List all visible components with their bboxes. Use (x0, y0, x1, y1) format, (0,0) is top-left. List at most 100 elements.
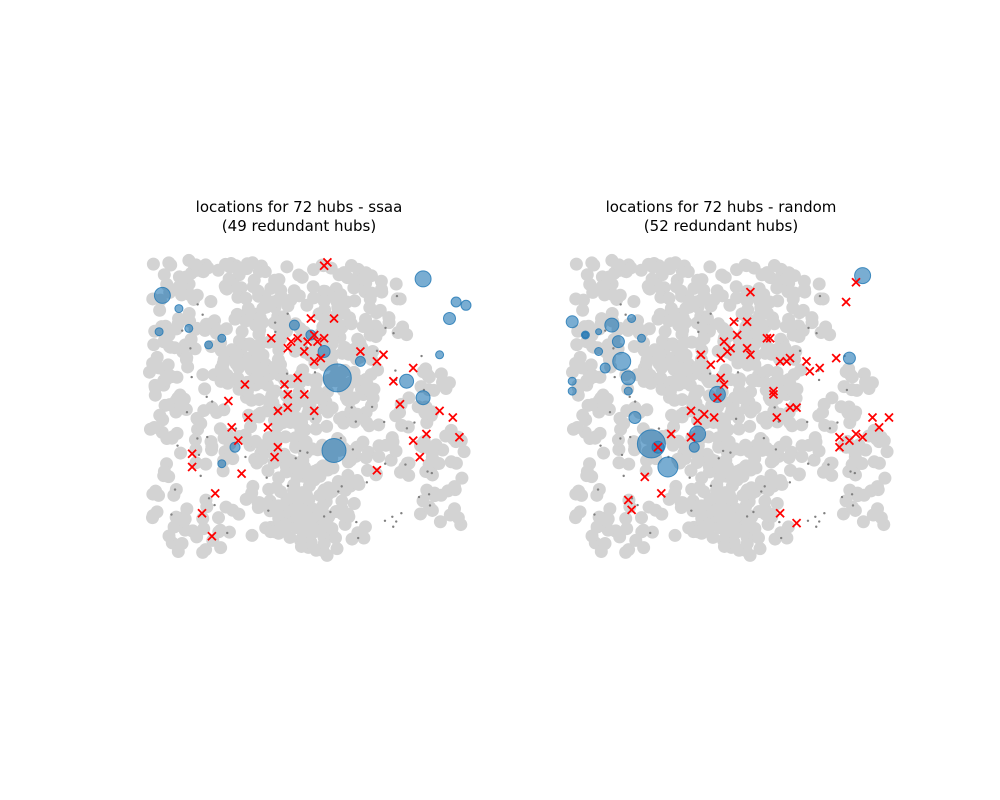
location-point (816, 292, 830, 306)
redundant-hub-marker (319, 333, 329, 343)
location-point (205, 400, 219, 414)
location-point (239, 291, 253, 305)
location-point (184, 332, 198, 346)
location-point (242, 408, 256, 422)
minor-point (815, 525, 818, 528)
location-point (612, 258, 626, 272)
location-point (272, 273, 286, 287)
minor-point (417, 495, 421, 499)
redundant-layer (187, 257, 465, 541)
minor-point (850, 493, 854, 496)
minor-point (189, 347, 192, 350)
minor-point (355, 520, 358, 524)
minor-point (690, 509, 693, 512)
chart-title-left-line2: (49 redundant hubs) (221, 217, 377, 235)
hub-layer (153, 270, 472, 469)
minor-point (420, 354, 423, 358)
location-point (655, 507, 669, 521)
minor-point (383, 519, 387, 522)
location-point (765, 510, 779, 524)
location-point (337, 306, 351, 320)
hub-marker (595, 328, 603, 336)
location-point (613, 288, 627, 302)
location-point (245, 528, 259, 542)
minor-point (286, 312, 289, 315)
redundant-hub-marker (273, 406, 283, 416)
location-point (867, 455, 881, 469)
location-point (641, 257, 655, 271)
location-point (294, 423, 308, 437)
hub-marker (688, 441, 700, 453)
location-point (767, 317, 781, 331)
location-point (389, 409, 403, 423)
location-point (344, 317, 358, 331)
location-point (639, 357, 653, 371)
redundant-hub-marker (273, 442, 283, 452)
location-point (812, 409, 826, 423)
chart-title-right-line1: locations for 72 hubs - random (605, 198, 837, 216)
minor-point (340, 485, 343, 488)
hub-marker (627, 314, 637, 323)
minor-point (427, 493, 431, 496)
location-point (335, 494, 349, 508)
location-point (870, 480, 884, 494)
location-point (642, 322, 656, 336)
location-point (767, 259, 781, 273)
location-point (302, 479, 316, 493)
hub-marker (288, 319, 300, 331)
location-point (190, 530, 204, 544)
location-point (783, 416, 797, 430)
location-point (823, 328, 837, 342)
location-point (372, 418, 386, 432)
location-point (419, 406, 433, 420)
location-point (251, 500, 265, 514)
location-point (268, 360, 282, 374)
location-point (436, 375, 450, 389)
redundant-hub-marker (768, 386, 779, 396)
location-point (230, 348, 244, 362)
minor-point (762, 436, 766, 440)
location-point (741, 312, 755, 326)
redundant-hub-marker (716, 373, 726, 383)
location-point (717, 337, 731, 351)
hub-marker (450, 296, 462, 308)
minor-point (173, 488, 177, 491)
redundant-hub-marker (454, 432, 465, 442)
redundant-hub-marker (867, 412, 878, 423)
location-point (597, 446, 611, 460)
location-point (594, 317, 608, 331)
minor-point (729, 451, 732, 454)
location-point (710, 284, 724, 298)
minor-point (828, 427, 832, 430)
location-point (262, 482, 276, 496)
location-point (758, 494, 772, 508)
redundant-hub-marker (283, 343, 293, 353)
minor-point (404, 463, 407, 466)
location-point (219, 500, 233, 514)
location-point (287, 284, 301, 298)
location-point (274, 332, 288, 346)
location-point (433, 515, 447, 529)
minor-point (311, 417, 315, 421)
location-point (732, 411, 746, 425)
location-point (274, 289, 288, 303)
location-point (857, 488, 871, 502)
location-point (613, 530, 627, 544)
hub-marker (399, 373, 415, 389)
location-point (219, 322, 233, 336)
location-point (332, 318, 346, 332)
location-point (246, 280, 260, 294)
location-point (717, 423, 731, 437)
location-point (251, 363, 265, 377)
location-point (198, 323, 212, 337)
location-point (425, 503, 439, 517)
location-point (382, 311, 396, 325)
minor-point (636, 503, 639, 507)
location-point (658, 325, 672, 339)
location-point (305, 442, 319, 456)
hub-marker (565, 315, 579, 329)
minor-point (322, 515, 326, 518)
location-point (196, 545, 210, 559)
minor-point (413, 421, 416, 424)
minor-point (721, 449, 725, 453)
